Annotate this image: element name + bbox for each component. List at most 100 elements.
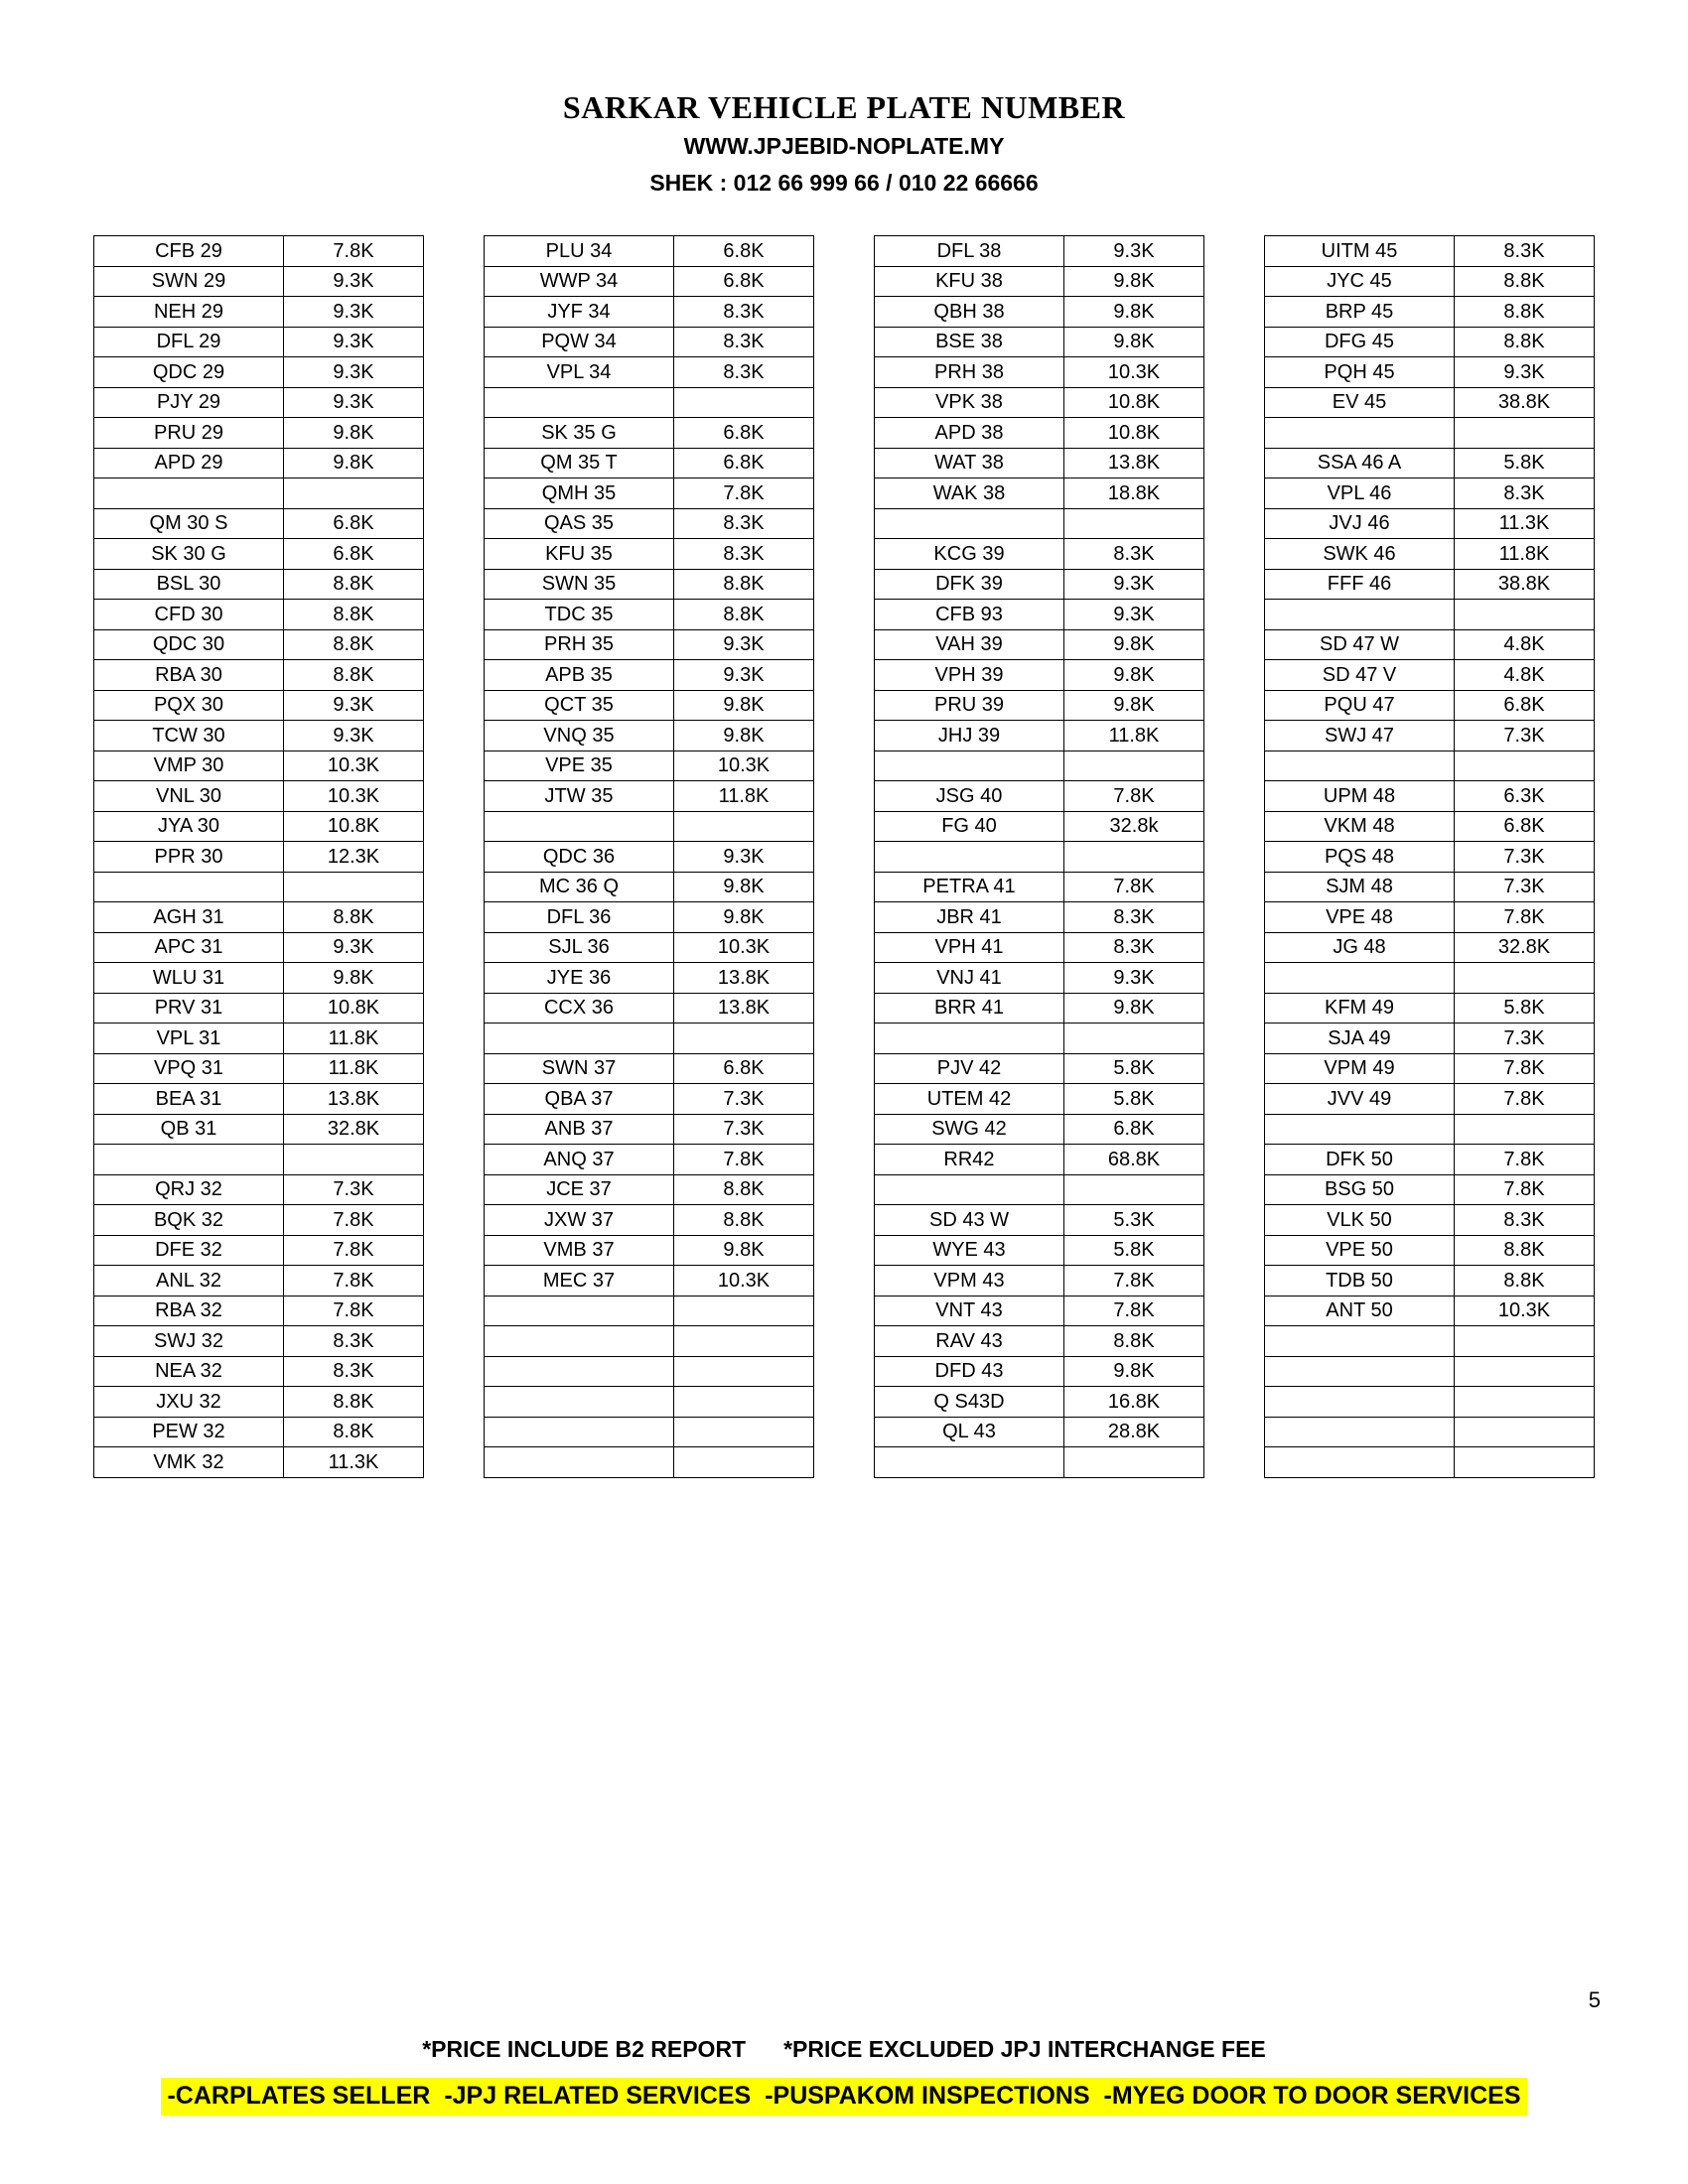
plate-price-cell: 8.3K [1454, 478, 1595, 509]
table-row: KCG 39 8.3K [874, 538, 1204, 570]
table-row: QDC 29 9.3K [93, 356, 424, 388]
plate-code-cell [1264, 962, 1455, 994]
plate-code-cell: VMP 30 [93, 750, 284, 781]
plate-code-cell: PPR 30 [93, 841, 284, 873]
plate-code-cell [874, 1446, 1064, 1478]
plate-code-cell: APD 38 [874, 417, 1064, 449]
plate-code-cell: NEH 29 [93, 296, 284, 328]
plate-code-cell: ANT 50 [1264, 1295, 1455, 1326]
table-spacer-row [874, 1173, 1204, 1205]
plate-price-cell: 9.3K [283, 356, 424, 388]
plate-price-cell: 9.8K [1063, 992, 1204, 1024]
plate-price-cell: 9.8K [283, 417, 424, 449]
plate-code-cell: VAH 39 [874, 628, 1064, 660]
plate-price-cell: 8.8K [283, 628, 424, 660]
table-row: UITM 45 8.3K [1264, 235, 1595, 267]
plate-price-cell: 7.8K [1454, 1144, 1595, 1175]
table-row: TCW 30 9.3K [93, 720, 424, 751]
plate-price-cell: 32.8K [283, 1113, 424, 1145]
plate-price-cell [673, 1023, 814, 1054]
plate-code-cell: VPL 46 [1264, 478, 1455, 509]
plate-price-cell: 9.3K [283, 386, 424, 418]
plate-code-cell: VPQ 31 [93, 1052, 284, 1084]
service-myeg-door-to-door: -MYEG DOOR TO DOOR SERVICES [1103, 2082, 1521, 2110]
plate-code-cell: VMK 32 [93, 1446, 284, 1478]
plate-price-cell: 7.8K [283, 1295, 424, 1326]
plate-price-cell: 7.3K [1454, 1023, 1595, 1054]
plate-code-cell: DFK 39 [874, 568, 1064, 600]
table-spacer-row [1264, 1416, 1595, 1447]
plate-price-cell: 8.3K [673, 326, 814, 357]
table-row: VPH 39 9.8K [874, 659, 1204, 691]
table-row: APC 31 9.3K [93, 931, 424, 963]
table-row: ANB 37 7.3K [484, 1113, 814, 1145]
footer-services-banner: -CARPLATES SELLER -JPJ RELATED SERVICES -P… [161, 2078, 1527, 2116]
table-row: SK 35 G 6.8K [484, 417, 814, 449]
plate-code-cell: PJY 29 [93, 386, 284, 418]
plate-price-cell: 4.8K [1454, 628, 1595, 660]
plate-price-cell [673, 1325, 814, 1357]
plate-code-cell: PEW 32 [93, 1416, 284, 1447]
plate-code-cell: SK 35 G [484, 417, 674, 449]
table-row: BSG 50 7.8K [1264, 1173, 1595, 1205]
page-number: 5 [1588, 1987, 1601, 2012]
plate-code-cell: SD 47 V [1264, 659, 1455, 691]
table-row: QAS 35 8.3K [484, 507, 814, 539]
plate-code-cell: QAS 35 [484, 507, 674, 539]
plate-price-cell: 8.3K [1063, 538, 1204, 570]
plate-code-cell: VLK 50 [1264, 1204, 1455, 1236]
plate-price-cell [673, 1446, 814, 1478]
plate-code-cell: APB 35 [484, 659, 674, 691]
table-row: PRH 35 9.3K [484, 628, 814, 660]
plate-price-cell: 7.3K [673, 1083, 814, 1115]
plate-code-cell: EV 45 [1264, 386, 1455, 418]
table-row: NEA 32 8.3K [93, 1355, 424, 1387]
table-row: APD 29 9.8K [93, 447, 424, 478]
plate-code-cell [874, 1023, 1064, 1054]
table-row: SWJ 47 7.3K [1264, 720, 1595, 751]
table-spacer-row [93, 1144, 424, 1175]
table-row: WAT 38 13.8K [874, 447, 1204, 478]
plate-code-cell: JYF 34 [484, 296, 674, 328]
table-row: APD 38 10.8K [874, 417, 1204, 449]
plate-code-cell: SWJ 32 [93, 1325, 284, 1357]
table-row: Q S43D 16.8K [874, 1386, 1204, 1418]
page-title: SARKAR VEHICLE PLATE NUMBER [562, 89, 1126, 125]
plate-price-cell: 7.8K [1454, 1083, 1595, 1115]
plate-code-cell: PRU 39 [874, 689, 1064, 721]
table-row: VPM 49 7.8K [1264, 1052, 1595, 1084]
table-row: QDC 36 9.3K [484, 841, 814, 873]
plate-code-cell: CCX 36 [484, 992, 674, 1024]
plate-price-cell [1063, 1023, 1204, 1054]
table-row: JCE 37 8.8K [484, 1173, 814, 1205]
plate-code-cell: QDC 30 [93, 628, 284, 660]
plate-price-cell: 6.8K [673, 447, 814, 478]
plate-price-cell: 6.3K [1454, 780, 1595, 812]
table-row: VPL 46 8.3K [1264, 478, 1595, 509]
plate-price-cell: 9.8K [1063, 265, 1204, 297]
table-row: CCX 36 13.8K [484, 992, 814, 1024]
plate-code-cell: SJA 49 [1264, 1023, 1455, 1054]
plate-price-cell: 9.8K [673, 871, 814, 902]
plate-price-cell: 8.3K [1454, 235, 1595, 267]
plate-price-cell: 4.8K [1454, 659, 1595, 691]
table-row: KFU 38 9.8K [874, 265, 1204, 297]
plate-code-cell: QCT 35 [484, 689, 674, 721]
plate-price-cell: 8.8K [283, 1386, 424, 1418]
plate-price-cell [1063, 1446, 1204, 1478]
table-row: SK 30 G 6.8K [93, 538, 424, 570]
table-row: FFF 46 38.8K [1264, 568, 1595, 600]
table-row: VPK 38 10.8K [874, 386, 1204, 418]
table-row: UPM 48 6.3K [1264, 780, 1595, 812]
plate-price-cell: 6.8K [1454, 810, 1595, 842]
plate-code-cell: ANQ 37 [484, 1144, 674, 1175]
plate-code-cell: KFM 49 [1264, 992, 1455, 1024]
plate-price-cell: 7.8K [1454, 901, 1595, 933]
plate-code-cell: NEA 32 [93, 1355, 284, 1387]
plate-code-cell: DFK 50 [1264, 1144, 1455, 1175]
contact-phone-line: SHEK : 012 66 999 66 / 010 22 66666 [649, 170, 1039, 196]
plate-price-cell [1454, 1355, 1595, 1387]
table-row: DFL 36 9.8K [484, 901, 814, 933]
plate-price-cell: 10.8K [1063, 386, 1204, 418]
table-row: KFM 49 5.8K [1264, 992, 1595, 1024]
